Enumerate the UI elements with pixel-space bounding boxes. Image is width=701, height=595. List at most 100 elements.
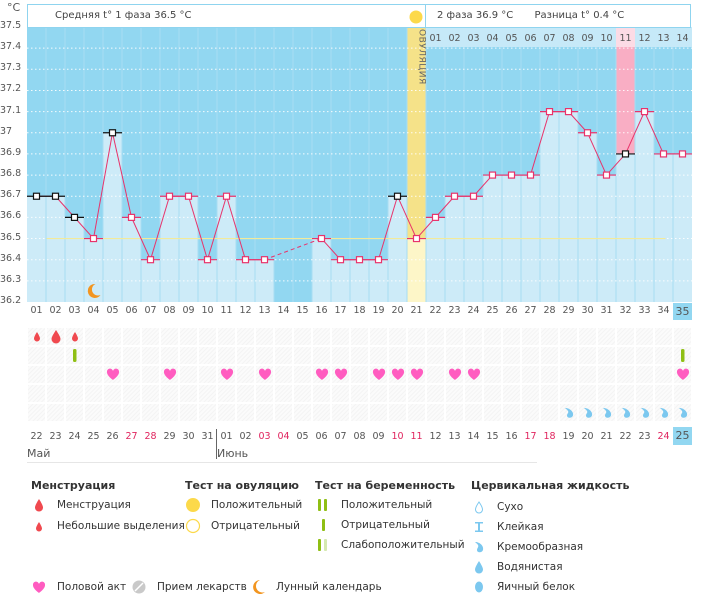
cycle-day-label[interactable]: 34	[657, 305, 670, 316]
marker-cell[interactable]	[84, 403, 103, 422]
calendar-date[interactable]: 04	[277, 431, 290, 442]
marker-cell[interactable]	[426, 346, 445, 365]
marker-cell[interactable]	[46, 346, 65, 365]
calendar-date[interactable]: 23	[49, 431, 62, 442]
marker-cell[interactable]	[312, 327, 331, 346]
marker-cell[interactable]	[616, 327, 635, 346]
cycle-day-label[interactable]: 08	[163, 305, 176, 316]
marker-cell[interactable]	[616, 365, 635, 384]
calendar-date[interactable]: 16	[505, 431, 518, 442]
marker-cell[interactable]	[483, 365, 502, 384]
cycle-day-label[interactable]: 01	[30, 305, 43, 316]
marker-cell[interactable]	[27, 403, 46, 422]
marker-cell[interactable]	[521, 403, 540, 422]
cycle-day-label[interactable]: 26	[505, 305, 518, 316]
marker-cell[interactable]	[236, 384, 255, 403]
marker-cell[interactable]	[445, 327, 464, 346]
marker-cell[interactable]	[502, 346, 521, 365]
cycle-day-label[interactable]: 22	[429, 305, 442, 316]
marker-cell[interactable]	[407, 346, 426, 365]
marker-cell[interactable]	[388, 346, 407, 365]
marker-cell[interactable]	[198, 384, 217, 403]
marker-cell[interactable]	[103, 403, 122, 422]
cycle-day-label[interactable]: 03	[68, 305, 81, 316]
marker-cell[interactable]	[502, 403, 521, 422]
marker-cell[interactable]	[217, 403, 236, 422]
marker-cell[interactable]	[388, 327, 407, 346]
marker-cell[interactable]	[578, 384, 597, 403]
marker-cell[interactable]	[122, 327, 141, 346]
marker-cell[interactable]	[350, 403, 369, 422]
marker-cell[interactable]	[350, 327, 369, 346]
calendar-date[interactable]: 12	[429, 431, 442, 442]
marker-cell[interactable]	[293, 346, 312, 365]
marker-cell[interactable]	[312, 346, 331, 365]
marker-cell[interactable]	[578, 346, 597, 365]
cycle-day-label[interactable]: 11	[220, 305, 233, 316]
marker-cell[interactable]	[331, 403, 350, 422]
marker-cell[interactable]	[559, 346, 578, 365]
calendar-date[interactable]: 09	[372, 431, 385, 442]
calendar-date[interactable]: 24	[68, 431, 81, 442]
marker-cell[interactable]	[616, 384, 635, 403]
marker-cell[interactable]	[426, 327, 445, 346]
cycle-day-label[interactable]: 15	[296, 305, 309, 316]
marker-cell[interactable]	[578, 327, 597, 346]
marker-cell[interactable]	[540, 365, 559, 384]
marker-cell[interactable]	[274, 384, 293, 403]
marker-cell[interactable]	[350, 384, 369, 403]
marker-cell[interactable]	[255, 327, 274, 346]
calendar-date[interactable]: 24	[657, 431, 670, 442]
marker-cell[interactable]	[236, 327, 255, 346]
marker-cell[interactable]	[464, 403, 483, 422]
cycle-day-label[interactable]: 29	[562, 305, 575, 316]
marker-cell[interactable]	[578, 365, 597, 384]
marker-cell[interactable]	[483, 403, 502, 422]
marker-cell[interactable]	[654, 365, 673, 384]
marker-cell[interactable]	[255, 346, 274, 365]
marker-cell[interactable]	[673, 384, 692, 403]
marker-cell[interactable]	[369, 327, 388, 346]
cycle-day-label[interactable]: 24	[467, 305, 480, 316]
marker-cell[interactable]	[84, 327, 103, 346]
cycle-day-label[interactable]: 32	[619, 305, 632, 316]
marker-cell[interactable]	[369, 403, 388, 422]
calendar-date[interactable]: 06	[315, 431, 328, 442]
marker-cell[interactable]	[559, 365, 578, 384]
calendar-date[interactable]: 10	[391, 431, 404, 442]
marker-cell[interactable]	[597, 384, 616, 403]
marker-cell[interactable]	[293, 384, 312, 403]
marker-cell[interactable]	[255, 384, 274, 403]
calendar-date[interactable]: 03	[258, 431, 271, 442]
marker-cell[interactable]	[217, 327, 236, 346]
cycle-day-label[interactable]: 06	[125, 305, 138, 316]
calendar-date[interactable]: 19	[562, 431, 575, 442]
marker-cell[interactable]	[46, 365, 65, 384]
marker-cell[interactable]	[464, 327, 483, 346]
cycle-day-label[interactable]: 23	[448, 305, 461, 316]
marker-cell[interactable]	[160, 346, 179, 365]
marker-cell[interactable]	[293, 327, 312, 346]
marker-cell[interactable]	[597, 346, 616, 365]
marker-cell[interactable]	[540, 346, 559, 365]
marker-cell[interactable]	[407, 384, 426, 403]
marker-cell[interactable]	[141, 365, 160, 384]
marker-cell[interactable]	[217, 384, 236, 403]
calendar-date[interactable]: 30	[182, 431, 195, 442]
marker-cell[interactable]	[122, 346, 141, 365]
marker-cell[interactable]	[274, 365, 293, 384]
marker-cell[interactable]	[559, 384, 578, 403]
marker-cell[interactable]	[502, 327, 521, 346]
calendar-date[interactable]: 25	[673, 427, 692, 445]
marker-cell[interactable]	[464, 384, 483, 403]
marker-cell[interactable]	[521, 346, 540, 365]
marker-cell[interactable]	[483, 384, 502, 403]
cycle-day-label[interactable]: 19	[372, 305, 385, 316]
marker-cell[interactable]	[84, 346, 103, 365]
calendar-date[interactable]: 22	[619, 431, 632, 442]
marker-cell[interactable]	[65, 403, 84, 422]
marker-cell[interactable]	[236, 346, 255, 365]
marker-cell[interactable]	[540, 384, 559, 403]
marker-cell[interactable]	[274, 346, 293, 365]
cycle-day-label[interactable]: 18	[353, 305, 366, 316]
